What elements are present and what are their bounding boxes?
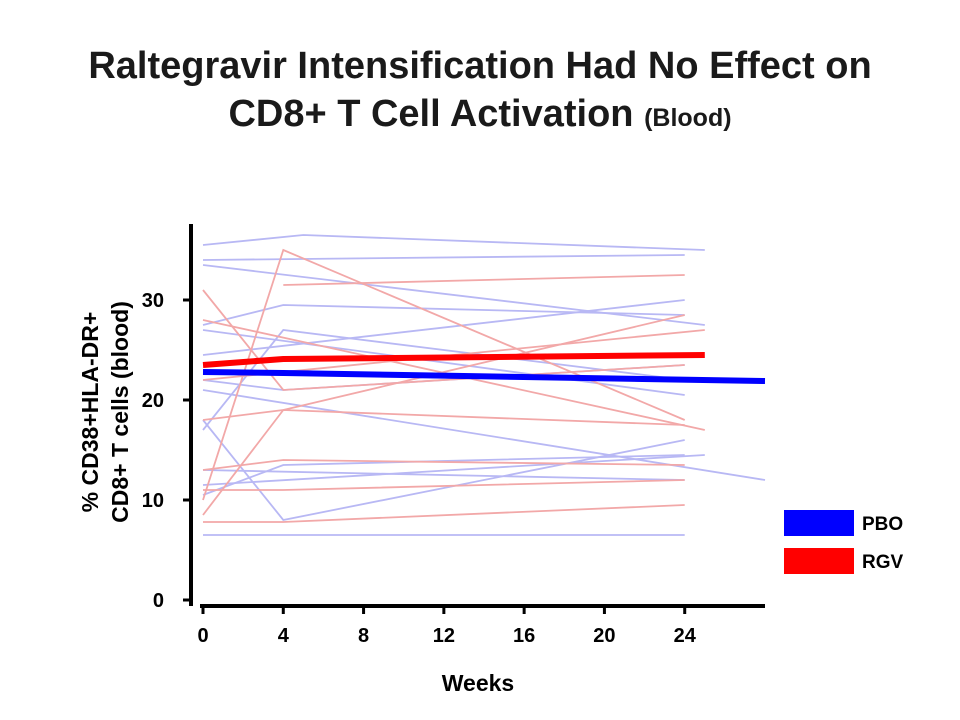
legend-swatch-pbo	[784, 510, 854, 536]
subject-line-pbo-10	[202, 419, 685, 521]
tick-labels: 0 10 20 30 0 4 8 12 16 20 24	[142, 290, 697, 647]
subject-line-pbo-2	[202, 234, 705, 251]
x-tick-label-0: 0	[197, 625, 208, 647]
subject-line-rgv-24	[203, 479, 685, 491]
subject-line-pbo-4	[202, 264, 705, 326]
subject-line-pbo-15	[202, 299, 685, 356]
chart-title-line2: CD8+ T Cell Activation (Blood)	[0, 90, 960, 142]
subject-line-pbo-12	[202, 469, 685, 481]
subject-line-rgv-22	[202, 409, 685, 516]
chart-title-suffix: (Blood)	[644, 104, 732, 132]
subject-line-rgv-20	[202, 314, 685, 421]
x-tick-label-4: 4	[278, 625, 290, 647]
y-tick-label-20: 20	[142, 390, 164, 412]
legend-label-pbo: PBO	[862, 514, 903, 535]
subject-line-rgv-16	[202, 289, 685, 391]
x-tick-label-20: 20	[593, 625, 615, 647]
x-tick-label-12: 12	[433, 625, 455, 647]
y-tick-label-10: 10	[142, 490, 164, 512]
chart-title: Raltegravir Intensification Had No Effec…	[0, 42, 960, 142]
chart-title-line1: Raltegravir Intensification Had No Effec…	[88, 45, 872, 87]
mean-line-pbo	[202, 369, 766, 384]
mean-line-rgv	[202, 352, 705, 368]
mean-series-group	[202, 352, 766, 384]
y-tick-label-0: 0	[153, 590, 164, 612]
subject-line-pbo-3	[202, 254, 685, 261]
x-tick-label-24: 24	[674, 625, 697, 647]
axes	[183, 224, 765, 614]
x-axis-title: Weeks	[442, 670, 514, 696]
subject-line-pbo-9	[202, 389, 766, 481]
subject-line-pbo-13	[202, 454, 685, 496]
x-tick-label-8: 8	[358, 625, 369, 647]
subject-line-pbo-5	[202, 304, 685, 326]
x-tick-label-16: 16	[513, 625, 535, 647]
legend-swatch-rgv	[784, 548, 854, 574]
subject-line-pbo-11	[202, 454, 705, 486]
individual-series-group	[202, 234, 766, 536]
subject-line-rgv-25	[203, 504, 685, 523]
subject-line-rgv-18	[283, 274, 685, 286]
y-axis-title-line2: CD8+ T cells (blood)	[107, 301, 133, 523]
legend: PBO RGV	[784, 510, 904, 574]
subject-line-pbo-6	[202, 329, 685, 396]
chart-title-main: CD8+ T Cell Activation	[228, 93, 634, 135]
subject-line-rgv-23	[202, 459, 685, 471]
y-tick-label-30: 30	[142, 290, 164, 312]
y-axis-title-line1: % CD38+HLA-DR+	[77, 312, 103, 513]
legend-label-rgv: RGV	[862, 552, 904, 573]
